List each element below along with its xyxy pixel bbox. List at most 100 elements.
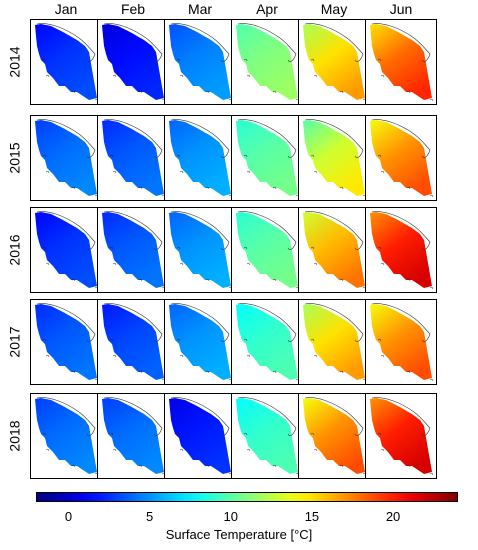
coast-mark bbox=[109, 432, 114, 436]
coast-mark bbox=[429, 378, 434, 382]
lake-map bbox=[35, 303, 99, 382]
coast-mark bbox=[380, 262, 385, 266]
coast-mark bbox=[138, 464, 143, 468]
coast-mark bbox=[45, 170, 50, 174]
coast-mark bbox=[243, 154, 248, 158]
year-label-text: 2016 bbox=[7, 234, 23, 266]
coast-mark bbox=[176, 432, 181, 436]
map-panel-2016-jun bbox=[365, 207, 437, 293]
map-panel-2016-jan bbox=[30, 207, 102, 293]
coast-mark bbox=[272, 90, 277, 94]
shoreline bbox=[237, 397, 297, 436]
year-label-2015: 2015 bbox=[2, 114, 28, 202]
coast-mark bbox=[406, 186, 411, 190]
coast-mark bbox=[313, 170, 318, 174]
lake-map bbox=[370, 397, 434, 476]
coast-mark bbox=[313, 74, 318, 78]
lake-surface bbox=[236, 304, 298, 380]
shoreline bbox=[103, 303, 163, 342]
coast-mark bbox=[112, 448, 117, 452]
coast-mark bbox=[71, 370, 76, 374]
coast-mark bbox=[272, 278, 277, 282]
lake-map bbox=[169, 119, 233, 198]
lake-map bbox=[370, 303, 434, 382]
month-label-jan: Jan bbox=[54, 1, 78, 17]
lake-map bbox=[236, 23, 300, 102]
colorbar-label: Surface Temperature [°C] bbox=[165, 527, 313, 542]
coast-mark bbox=[112, 74, 117, 78]
map-panel-2018-jan bbox=[30, 393, 102, 479]
coast-mark bbox=[429, 194, 434, 198]
map-panel-2016-feb bbox=[97, 207, 169, 293]
shoreline bbox=[170, 211, 230, 250]
coast-mark bbox=[310, 154, 315, 158]
coast-mark bbox=[246, 170, 251, 174]
coast-mark bbox=[42, 338, 47, 342]
lake-surface bbox=[35, 120, 97, 196]
shoreline bbox=[371, 303, 431, 342]
coast-mark bbox=[179, 74, 184, 78]
lake-surface bbox=[303, 398, 365, 474]
lake-map bbox=[102, 23, 166, 102]
colorbar-tick-label: 20 bbox=[385, 509, 401, 524]
map-panel-2015-feb bbox=[97, 115, 169, 201]
lake-surface bbox=[102, 212, 164, 288]
coast-mark bbox=[313, 448, 318, 452]
coast-mark bbox=[377, 154, 382, 158]
shoreline bbox=[103, 397, 163, 436]
colorbar-tick-label: 5 bbox=[145, 509, 154, 524]
map-panel-2017-may bbox=[298, 299, 370, 385]
year-label-text: 2015 bbox=[7, 142, 23, 174]
year-label-2018: 2018 bbox=[2, 392, 28, 480]
coast-mark bbox=[205, 186, 210, 190]
lake-surface bbox=[370, 24, 432, 100]
map-panel-2015-jun bbox=[365, 115, 437, 201]
lake-map bbox=[370, 119, 434, 198]
month-label-feb: Feb bbox=[120, 1, 146, 17]
coast-mark bbox=[313, 262, 318, 266]
lake-map bbox=[169, 211, 233, 290]
year-label-2016: 2016 bbox=[2, 206, 28, 294]
shoreline bbox=[371, 119, 431, 158]
coast-mark bbox=[205, 464, 210, 468]
colorbar-tick-label: 0 bbox=[64, 509, 73, 524]
lake-surface bbox=[303, 212, 365, 288]
map-panel-2014-apr bbox=[231, 19, 303, 105]
map-panel-2014-feb bbox=[97, 19, 169, 105]
coast-mark bbox=[112, 262, 117, 266]
coast-mark bbox=[339, 464, 344, 468]
month-label-jun: Jun bbox=[389, 1, 413, 17]
map-panel-2015-apr bbox=[231, 115, 303, 201]
coast-mark bbox=[45, 74, 50, 78]
coast-mark bbox=[138, 370, 143, 374]
shoreline bbox=[36, 397, 96, 436]
year-label-text: 2017 bbox=[7, 326, 23, 358]
shoreline bbox=[371, 23, 431, 62]
lake-surface bbox=[35, 24, 97, 100]
coast-mark bbox=[310, 58, 315, 62]
shoreline bbox=[36, 211, 96, 250]
map-panel-2018-apr bbox=[231, 393, 303, 479]
lake-surface bbox=[236, 120, 298, 196]
coast-mark bbox=[243, 58, 248, 62]
coast-mark bbox=[45, 354, 50, 358]
lake-map bbox=[303, 303, 367, 382]
coast-mark bbox=[176, 154, 181, 158]
shoreline bbox=[36, 303, 96, 342]
shoreline bbox=[170, 397, 230, 436]
coast-mark bbox=[71, 464, 76, 468]
coast-mark bbox=[176, 58, 181, 62]
lake-surface bbox=[169, 304, 231, 380]
lake-surface bbox=[35, 304, 97, 380]
coast-mark bbox=[112, 170, 117, 174]
coast-mark bbox=[112, 354, 117, 358]
coast-mark bbox=[429, 286, 434, 290]
coast-mark bbox=[339, 278, 344, 282]
coast-mark bbox=[310, 246, 315, 250]
lake-map bbox=[236, 119, 300, 198]
lake-map bbox=[370, 211, 434, 290]
colorbar-tick-label: 10 bbox=[223, 509, 238, 524]
shoreline bbox=[170, 119, 230, 158]
shoreline bbox=[237, 211, 297, 250]
